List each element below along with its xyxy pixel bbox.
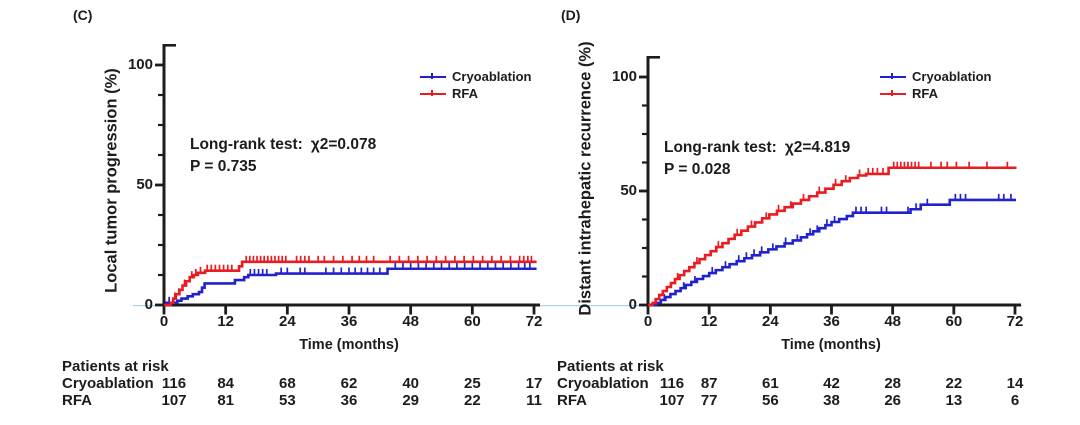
at-risk-count: 40 [402, 375, 419, 392]
at-risk-count: 77 [700, 392, 718, 409]
panel-letter-d: (D) [561, 7, 581, 23]
at-risk-count: 62 [340, 375, 358, 392]
at-risk-count: 56 [761, 392, 779, 409]
at-risk-count: 81 [217, 392, 234, 409]
stats-block-c: Long-rank test: χ2=0.078 P = 0.735 [190, 134, 376, 178]
at-risk-title-d: Patients at risk [557, 358, 664, 375]
at-risk-count: 6 [1010, 392, 1020, 409]
at-risk-count: 42 [823, 375, 840, 392]
chi-square-value-c: χ2=0.078 [310, 136, 377, 153]
x-tick-label: 60 [945, 313, 963, 330]
rfa-curve [164, 260, 537, 307]
x-tick-label: 0 [643, 313, 653, 330]
rfa-line-swatch [420, 89, 446, 96]
at-risk-count: 29 [402, 392, 419, 409]
legend-label: RFA [452, 86, 478, 101]
at-risk-count: 17 [525, 375, 543, 392]
at-risk-count: 14 [1006, 375, 1024, 392]
y-tick-label: 0 [628, 296, 637, 313]
legend-d: Cryoablation RFA [880, 70, 991, 101]
at-risk-count: 84 [217, 375, 234, 392]
x-tick-label: 0 [159, 313, 169, 330]
at-risk-count: 22 [463, 392, 481, 409]
panel-d [639, 55, 1021, 315]
legend-item-rfa: RFA [880, 87, 991, 101]
at-risk-count: 36 [340, 392, 358, 409]
at-risk-count: 61 [761, 375, 779, 392]
cryoablation-curve [648, 198, 1017, 307]
cryoablation-censor-marks [168, 262, 531, 303]
y-tick-label: 50 [620, 182, 637, 199]
at-risk-count: 107 [659, 392, 685, 409]
at-risk-row-label: Cryoablation [62, 375, 154, 392]
cryoablation-line-swatch [880, 72, 906, 79]
y-tick-label: 50 [136, 176, 153, 193]
x-tick-label: 12 [217, 313, 234, 330]
at-risk-count: 26 [884, 392, 901, 409]
x-tick-label: 72 [1006, 313, 1024, 330]
at-risk-row-label: RFA [557, 392, 587, 409]
x-tick-label: 60 [463, 313, 481, 330]
at-risk-count: 87 [700, 375, 718, 392]
cryoablation-curve [164, 267, 537, 307]
legend-item-cryoablation: Cryoablation [880, 70, 991, 84]
legend-label: RFA [912, 86, 938, 101]
x-tick-label: 24 [278, 313, 296, 330]
at-risk-count: 13 [945, 392, 963, 409]
at-risk-count: 107 [161, 392, 187, 409]
legend-c: Cryoablation RFA [420, 70, 531, 101]
x-tick-label: 12 [700, 313, 718, 330]
at-risk-count: 116 [659, 375, 685, 392]
cryoablation-censor-marks [663, 193, 1012, 300]
at-risk-row-label: RFA [62, 392, 92, 409]
at-risk-count: 68 [278, 375, 296, 392]
at-risk-count: 22 [945, 375, 963, 392]
at-risk-count: 38 [823, 392, 840, 409]
legend-item-rfa: RFA [420, 87, 531, 101]
y-tick-label: 100 [611, 68, 637, 85]
at-risk-row-label: Cryoablation [557, 375, 649, 392]
y-tick-label: 100 [127, 56, 153, 73]
at-risk-count: 25 [463, 375, 481, 392]
logrank-line-c: Long-rank test: χ2=0.078 [190, 136, 377, 153]
x-tick-label: 36 [340, 313, 358, 330]
x-tick-label: 48 [402, 313, 419, 330]
legend-label: Cryoablation [452, 69, 532, 84]
p-value-d: P = 0.028 [664, 161, 731, 178]
at-risk-title-c: Patients at risk [62, 358, 169, 375]
x-tick-label: 48 [884, 313, 901, 330]
legend-label: Cryoablation [912, 69, 992, 84]
legend-item-cryoablation: Cryoablation [420, 70, 531, 84]
rfa-curve [648, 166, 1017, 307]
at-risk-count: 116 [161, 375, 187, 392]
x-axis-title-c: Time (months) [299, 337, 399, 353]
y-tick-label: 0 [144, 296, 153, 313]
x-tick-label: 24 [761, 313, 779, 330]
rfa-line-swatch [880, 89, 906, 96]
cryoablation-line-swatch [420, 72, 446, 79]
rfa-censor-marks [676, 161, 1009, 279]
panel-c [155, 43, 540, 315]
p-value-c: P = 0.735 [190, 158, 257, 175]
panel-letter-c: (C) [73, 7, 93, 23]
at-risk-count: 53 [278, 392, 296, 409]
rfa-censor-marks [173, 255, 533, 299]
x-tick-label: 72 [525, 313, 543, 330]
x-tick-label: 36 [823, 313, 840, 330]
logrank-line-d: Long-rank test: χ2=4.819 [664, 139, 851, 156]
chi-square-value-d: χ2=4.819 [784, 139, 851, 156]
x-axis-title-d: Time (months) [781, 337, 881, 353]
stats-block-d: Long-rank test: χ2=4.819 P = 0.028 [664, 137, 850, 181]
y-axis-title-d: Distant intrahepatic recurrence (%) [576, 41, 595, 316]
at-risk-count: 11 [526, 392, 542, 409]
at-risk-count: 28 [884, 375, 901, 392]
